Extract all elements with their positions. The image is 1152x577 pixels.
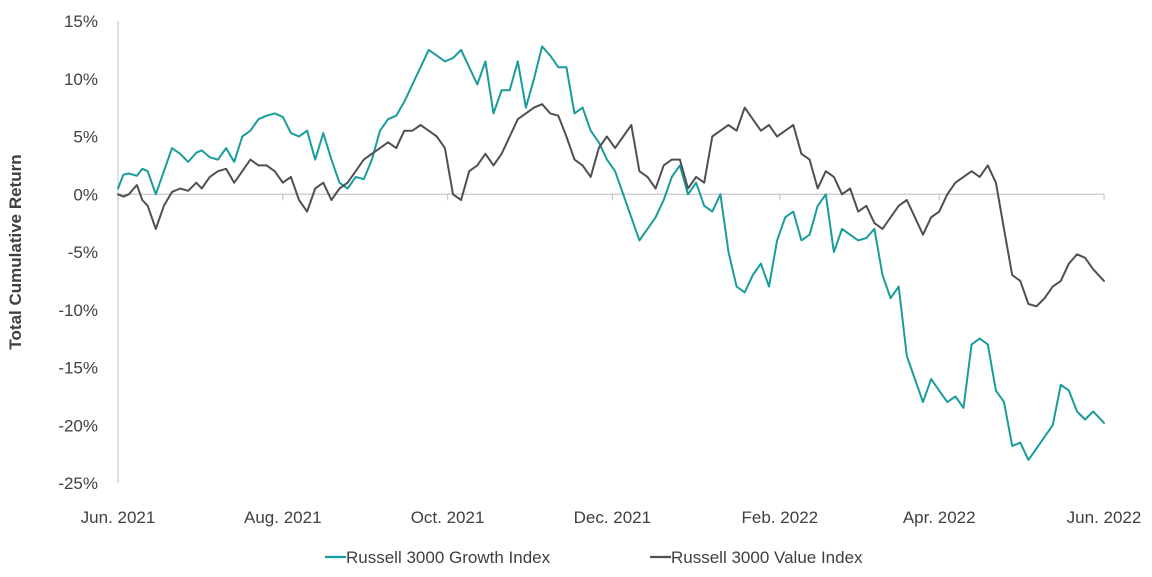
x-tick-label: Oct. 2021: [411, 508, 485, 527]
y-tick-label: 5%: [73, 128, 98, 147]
y-tick-label: -10%: [58, 301, 98, 320]
x-tick-label: Jun. 2021: [81, 508, 156, 527]
x-tick-label: Jun. 2022: [1067, 508, 1142, 527]
y-tick-label: 10%: [64, 70, 98, 89]
series-line-growth: [117, 45, 1105, 461]
y-axis-ticks: 15% 10% 5% 0% -5% -10% -15% -20% -25%: [58, 12, 98, 493]
x-axis-tick-marks: [117, 194, 1105, 201]
x-tick-label: Feb. 2022: [742, 508, 819, 527]
legend: Russell 3000 Growth Index Russell 3000 Va…: [325, 548, 863, 567]
series-lines: [117, 45, 1105, 461]
series-line-value: [117, 103, 1105, 308]
y-tick-label: -25%: [58, 474, 98, 493]
x-tick-label: Dec. 2021: [574, 508, 652, 527]
x-tick-label: Apr. 2022: [903, 508, 976, 527]
y-tick-label: 0%: [73, 185, 98, 204]
y-tick-label: -5%: [68, 243, 98, 262]
y-tick-label: 15%: [64, 12, 98, 31]
x-axis-ticks: Jun. 2021 Aug. 2021 Oct. 2021 Dec. 2021 Feb.…: [81, 508, 1142, 527]
legend-label: Russell 3000 Growth Index: [346, 548, 551, 567]
x-tick-label: Aug. 2021: [244, 508, 322, 527]
y-axis-title: Total Cumulative Return: [6, 154, 25, 349]
legend-label: Russell 3000 Value Index: [671, 548, 863, 567]
y-tick-label: -20%: [58, 416, 98, 435]
y-tick-label: -15%: [58, 359, 98, 378]
